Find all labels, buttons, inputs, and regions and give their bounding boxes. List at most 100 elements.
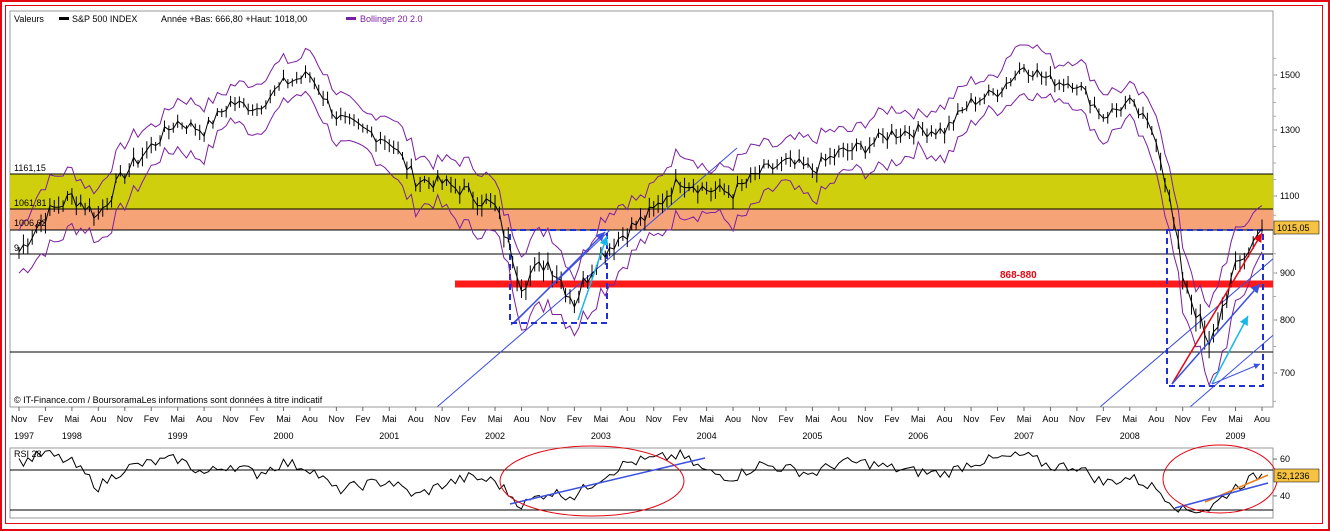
pattern-box-2009 [1166,229,1264,387]
x-year-label: 2000 [273,431,293,441]
x-month-label: Fev [38,414,54,424]
y-tick-label: 700 [1280,368,1295,378]
rsi-y-axis: 60 40 [1273,454,1290,501]
chart-inner-frame [5,5,1323,524]
x-month-label: Fev [673,414,689,424]
rsi-last-value-box [1273,468,1320,483]
x-month-label: Nov [328,414,345,424]
x-year-label: 2001 [379,431,399,441]
x-month-label: Mai [276,414,291,424]
x-month-label: Nov [1069,414,1086,424]
y-tick-label: 1300 [1280,125,1300,135]
y-tick-label: 800 [1280,315,1295,325]
legend-bollinger: Bollinger 20 2.0 [360,14,423,24]
bollinger-upper-band [18,44,1263,309]
x-month-label: Mai [382,414,397,424]
x-year-label: 2003 [591,431,611,441]
arrow-2009-blue [1171,283,1261,385]
x-month-label: Nov [1175,414,1192,424]
arrow-2002-cyan [577,235,609,321]
support-zone-label: 868-880 [1000,270,1037,281]
x-month-label: Aou [1254,414,1270,424]
x-month-label: Fev [1096,414,1112,424]
attribution-text: © IT-Finance.com / BoursoramaLes informa… [14,395,323,405]
x-month-label: Mai [1228,414,1243,424]
x-month-label: Aou [408,414,424,424]
x-year-label: 1999 [168,431,188,441]
x-month-label: Fev [1202,414,1218,424]
x-month-label: Fev [461,414,477,424]
last-price-label: 1015,05 [1277,223,1310,233]
bollinger-lower-band [18,90,1263,387]
x-year-label: 2005 [802,431,822,441]
rsi-plot-area [9,447,1274,519]
x-month-label: Aou [513,414,529,424]
legend-index-name: S&P 500 INDEX [72,14,137,24]
y-tick-label: 1500 [1280,70,1300,80]
legend-year-range: Année +Bas: 666,80 +Haut: 1018,00 [161,14,307,24]
x-month-label: Aou [1042,414,1058,424]
rsi-line [18,448,1263,514]
x-month-label: Fev [567,414,583,424]
x-month-label: Nov [857,414,874,424]
arrow-2009-red [1171,232,1263,385]
arrow-2009-blue-low [1211,363,1261,385]
x-month-label: Mai [170,414,185,424]
x-year-label: 2009 [1226,431,1246,441]
legend-valeurs: Valeurs [14,14,44,24]
x-month-label: Nov [434,414,451,424]
last-price-box [1273,220,1320,235]
x-month-label: Fev [990,414,1006,424]
x-month-label: Nov [752,414,769,424]
x-year-label: 1997 [14,431,34,441]
x-month-label: Aou [196,414,212,424]
band-label-1006: 1006,62 [14,218,47,228]
x-month-label: Nov [646,414,663,424]
rsi-last-value-label: 52,1236 [1277,471,1310,481]
x-year-label: 2007 [1014,431,1034,441]
rsi-trendline-2009-blue [1174,482,1269,509]
x-month-label: Aou [1148,414,1164,424]
x-month-label: Mai [805,414,820,424]
band-label-1161: 1161,15 [14,163,46,173]
x-month-label: Aou [619,414,635,424]
x-month-label: Nov [223,414,240,424]
x-month-label: Mai [1017,414,1032,424]
x-month-label: Mai [65,414,80,424]
x-month-label: Fev [355,414,371,424]
x-month-label: Mai [488,414,503,424]
price-line [18,66,1263,347]
x-year-label: 2006 [908,431,928,441]
legend-bollinger-swatch [346,17,356,20]
legend-index-swatch [59,17,69,20]
x-month-label: Aou [937,414,953,424]
band-label-9: 9 [14,243,19,253]
band-label-1061: 1061,81 [14,198,47,208]
x-month-label: Fev [778,414,794,424]
x-year-label: 2008 [1120,431,1140,441]
x-year-label: 2002 [485,431,505,441]
trendline-2009-outer [1099,258,1273,407]
x-month-label: Nov [11,414,28,424]
rsi-y-tick-label: 40 [1280,491,1290,501]
x-month-label: Nov [117,414,134,424]
arrow-2002-blue [514,231,606,323]
trendline-2002-long [436,147,738,407]
x-axis: Nov Fev Mai Aou Nov Fev Mai Aou Nov Fev Mai Aou Nov F… [11,407,1270,441]
arrow-2009-cyan [1211,315,1249,385]
x-year-label: 2004 [697,431,717,441]
rsi-trendline-2002 [509,457,706,505]
rsi-label: RSI 28 [14,449,42,459]
x-month-label: Fev [144,414,160,424]
x-month-label: Fev [884,414,900,424]
x-month-label: Aou [302,414,318,424]
yellow-resistance-band [10,174,1273,209]
x-month-label: Aou [831,414,847,424]
x-month-label: Mai [1123,414,1138,424]
x-month-label: Aou [90,414,106,424]
x-month-label: Fev [250,414,266,424]
price-y-axis: 1500 1300 1100 900 800 700 [1273,57,1300,402]
rsi-y-tick-label: 60 [1280,454,1290,464]
x-month-label: Nov [963,414,980,424]
